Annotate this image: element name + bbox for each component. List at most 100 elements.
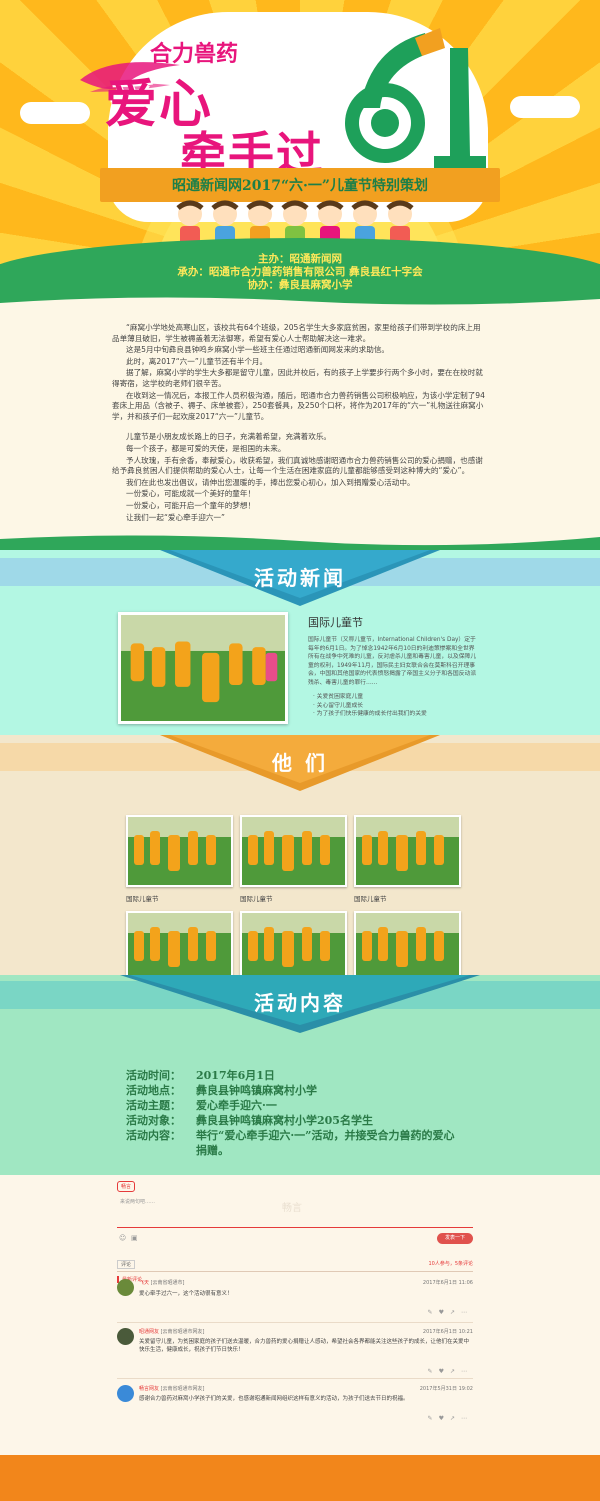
photo-thumbnail[interactable] bbox=[240, 815, 347, 887]
intro-paragraph: 一份爱心，可能开启一个童年的梦想！ bbox=[126, 500, 256, 510]
photo-caption[interactable]: 国际儿童节 bbox=[126, 895, 159, 903]
green-hill bbox=[0, 238, 600, 295]
info-key: 活动对象： bbox=[126, 1114, 181, 1127]
divider bbox=[117, 1378, 473, 1379]
info-row: 活动主题： 爱心牵手迎六·一 bbox=[126, 1098, 464, 1113]
comment-box: 畅言 来说两句吧…… 畅言 ☺ ▣ 发表一下 评论 10人参与，5条评论 最新评… bbox=[117, 1181, 473, 1283]
intro-text: “麻窝小学地处高寒山区，该校共有64个班级，205名学生大多家庭贫困，家里给孩子… bbox=[112, 323, 488, 524]
info-key: 活动地点： bbox=[126, 1084, 181, 1097]
news-body: 国际儿童节（又称儿童节，International Children's Day… bbox=[308, 637, 477, 686]
photo-thumbnail[interactable] bbox=[240, 911, 347, 983]
info-row: 活动对象： 彝良县钟鸣镇麻窝村小学205名学生 bbox=[126, 1113, 464, 1128]
photo-thumbnail[interactable] bbox=[126, 815, 233, 887]
more-icon[interactable]: ⋯ bbox=[461, 1415, 473, 1422]
comment-location: [云南省昭通市] bbox=[150, 1280, 185, 1286]
intro-paragraph: “麻窝小学地处高寒山区，该校共有64个班级，205名学生大多家庭贫困，家里给孩子… bbox=[112, 323, 481, 343]
sponsor-co: 协办：彝良县麻窝小学 bbox=[247, 279, 353, 291]
changyan-tab[interactable]: 畅言 bbox=[117, 1181, 136, 1192]
latest-comments-label: 最新评论 bbox=[117, 1276, 473, 1283]
info-value: 彝良县钟鸣镇麻窝村小学205名学生 bbox=[196, 1114, 373, 1127]
cloud-right bbox=[510, 96, 580, 118]
news-section-title: 活动新闻 bbox=[254, 566, 346, 590]
sponsor-organizer: 承办：昭通市合力兽药销售有限公司 彝良县红十字会 bbox=[177, 266, 423, 278]
comment-time: 2017年5月31日 19:02 bbox=[419, 1386, 473, 1392]
comment-time: 2017年6月1日 10:21 bbox=[422, 1329, 473, 1335]
comment-text: 感谢合力兽药对麻窝小学孩子们的关爱，也感谢昭通新闻网组织这样有意义的活动，为孩子… bbox=[139, 1396, 409, 1402]
photo-thumbnail[interactable] bbox=[354, 911, 461, 983]
news-list-item: · 关心留守儿童成长 bbox=[313, 702, 364, 709]
photo-thumbnail[interactable] bbox=[354, 815, 461, 887]
intro-paragraph: 儿童节是小朋友成长路上的日子，充满着希望，充满着欢乐。 bbox=[126, 432, 332, 442]
info-key: 活动时间： bbox=[126, 1069, 181, 1082]
share-icon[interactable]: ↗ bbox=[449, 1309, 461, 1316]
intro-paragraph: 据了解，麻窝小学的学生大多都是留守儿童，因此并校后，有的孩子上学要步行两个多小时… bbox=[112, 368, 483, 388]
share-icon[interactable]: ↗ bbox=[449, 1415, 461, 1422]
reply-icon[interactable]: ✎ bbox=[427, 1368, 439, 1375]
submit-button[interactable]: 发表一下 bbox=[437, 1233, 473, 1244]
like-icon[interactable]: ♥ bbox=[438, 1368, 450, 1375]
reply-icon[interactable]: ✎ bbox=[427, 1415, 439, 1422]
comment-user[interactable]: 昭通网友 bbox=[139, 1329, 160, 1335]
comment-input[interactable]: 来说两句吧…… bbox=[117, 1196, 473, 1228]
news-list: · 关爱贫困家庭儿童 · 关心留守儿童成长 · 为了孩子们快乐健康的成长付出我们… bbox=[313, 693, 427, 719]
avatar[interactable] bbox=[117, 1385, 134, 1402]
number-61-icon bbox=[345, 28, 486, 168]
them-section-title: 他 们 bbox=[272, 751, 328, 775]
sponsor-block: 主办：昭通新闻网 承办：昭通市合力兽药销售有限公司 彝良县红十字会 协办：彝良县… bbox=[0, 253, 600, 292]
more-icon[interactable]: ⋯ bbox=[461, 1368, 473, 1375]
intro-paragraph: 在收到这一情况后，本报工作人员积极沟通，随后，昭通市合力兽药销售公司积极响应，为… bbox=[112, 390, 485, 421]
comments-section: 畅言 来说两句吧…… 畅言 ☺ ▣ 发表一下 评论 10人参与，5条评论 最新评… bbox=[0, 1175, 600, 1482]
wings-icon bbox=[80, 62, 180, 92]
like-icon[interactable]: ♥ bbox=[438, 1415, 450, 1422]
comment-user[interactable]: 飞天 bbox=[139, 1280, 150, 1286]
participant-count: 10人参与，5条评论 bbox=[428, 1261, 473, 1267]
wave-bottom bbox=[0, 535, 600, 551]
share-icon[interactable]: ↗ bbox=[449, 1368, 461, 1375]
intro-paragraph: 这是5月中旬彝良县钟鸣乡麻窝小学一些班主任通过昭通新闻网发来的求助信。 bbox=[126, 345, 390, 355]
comment-actions: ✎♥↗⋯ bbox=[428, 1309, 473, 1316]
reply-icon[interactable]: ✎ bbox=[427, 1309, 439, 1316]
comment-location: [云南省昭通市网友] bbox=[160, 1329, 205, 1335]
intro-paragraph bbox=[112, 423, 488, 431]
intro-paragraph: 予人玫瑰，手有余香，奉献爱心，收获希望，我们真诚地感谢昭通市合力兽药销售公司的爱… bbox=[112, 455, 483, 476]
wave-top bbox=[0, 295, 600, 305]
photo-caption[interactable]: 国际儿童节 bbox=[240, 895, 273, 903]
news-headline[interactable]: 国际儿童节 bbox=[308, 616, 363, 629]
hero-banner: 合力兽药 爱心 牵手过 昭通新闻网2017“六·一”儿童节特别策划 bbox=[0, 0, 600, 295]
sponsor-host: 主办：昭通新闻网 bbox=[258, 253, 342, 265]
ribbon: 昭通新闻网2017“六·一”儿童节特别策划 bbox=[100, 168, 500, 202]
image-icon[interactable]: ▣ bbox=[131, 1234, 138, 1242]
hero-brand: 合力兽药 bbox=[150, 41, 239, 67]
comment-text: 关爱留守儿童，为贫困家庭的孩子们送去温暖，合力兽药的爱心捐赠让人感动，希望社会各… bbox=[139, 1339, 470, 1353]
photo-caption[interactable]: 国际儿童节 bbox=[354, 895, 387, 903]
intro-paragraph: 每一个孩子，都是可爱的天使，是祖国的未来。 bbox=[126, 443, 286, 453]
hero-title-line1: 爱心 bbox=[105, 74, 214, 135]
them-banner-arrow bbox=[160, 735, 440, 791]
comment-actions: ✎♥↗⋯ bbox=[428, 1368, 473, 1375]
news-photo[interactable] bbox=[118, 612, 288, 724]
comment-user[interactable]: 畅言网友 bbox=[139, 1386, 160, 1392]
news-list-item: · 关爱贫困家庭儿童 bbox=[313, 694, 364, 700]
info-value: 举行“爱心牵手迎六·一”活动，并接受合力兽药的爱心捐赠。 bbox=[196, 1129, 455, 1157]
like-icon[interactable]: ♥ bbox=[438, 1309, 450, 1316]
info-row: 活动地点： 彝良县钟鸣镇麻窝村小学 bbox=[126, 1083, 464, 1098]
more-icon[interactable]: ⋯ bbox=[461, 1309, 473, 1316]
info-value: 爱心牵手迎六·一 bbox=[196, 1099, 277, 1112]
avatar[interactable] bbox=[117, 1279, 134, 1296]
comments-tab[interactable]: 评论 bbox=[117, 1260, 136, 1269]
photo-thumbnail[interactable] bbox=[126, 911, 233, 983]
comment-watermark: 畅言 bbox=[282, 1203, 302, 1214]
comment-location: [云南省昭通市网友] bbox=[160, 1386, 205, 1392]
info-value: 彝良县钟鸣镇麻窝村小学 bbox=[196, 1084, 317, 1097]
news-section: 活动新闻 国际儿童节 国际儿童节（又称儿童节，International Chi… bbox=[0, 550, 600, 735]
intro-paragraph: 一份爱心，可能成就一个美好的童年！ bbox=[126, 489, 256, 499]
content-section-title: 活动内容 bbox=[254, 991, 346, 1015]
activity-info: 活动时间： 2017年6月1日 活动地点： 彝良县钟鸣镇麻窝村小学 活动主题： 爱心牵手迎… bbox=[126, 1068, 464, 1158]
news-list-item: · 为了孩子们快乐健康的成长付出我们的关爱 bbox=[313, 711, 427, 717]
avatar[interactable] bbox=[117, 1328, 134, 1345]
info-row: 活动时间： 2017年6月1日 bbox=[126, 1068, 464, 1083]
comment-text: 爱心牵手过六一，这个活动很有意义！ bbox=[139, 1291, 233, 1297]
emoji-icon[interactable]: ☺ bbox=[119, 1234, 127, 1242]
intro-paragraph: 我们在此也发出倡议，请伸出您温暖的手，捧出您爱心初心，加入到捐赠爱心活动中。 bbox=[126, 477, 415, 487]
